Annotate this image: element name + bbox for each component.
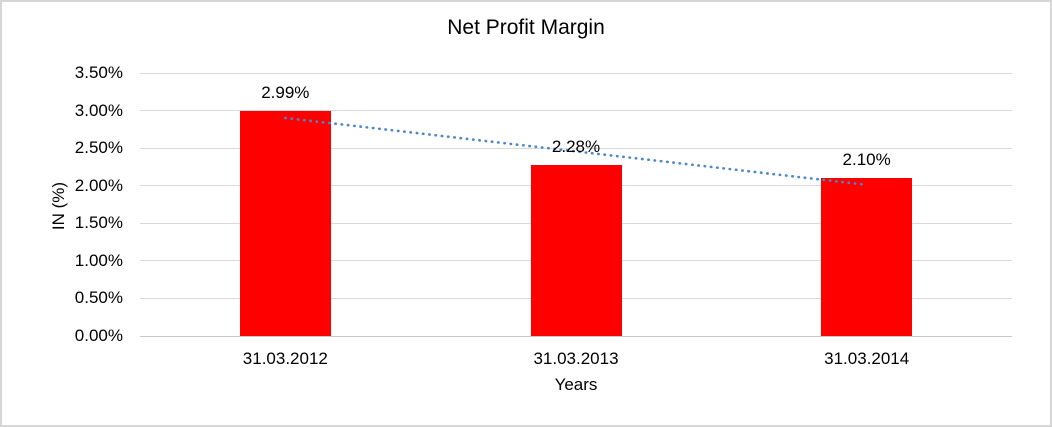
y-tick-label: 0.00% bbox=[74, 326, 123, 345]
plot-area bbox=[140, 72, 1012, 337]
bar-31.03.2014 bbox=[821, 178, 913, 336]
y-tick-label: 2.50% bbox=[74, 138, 123, 158]
bar-31.03.2012 bbox=[239, 111, 331, 336]
y-tick-label: 1.50% bbox=[74, 213, 123, 233]
data-label: 2.10% bbox=[842, 150, 891, 170]
data-label: 2.28% bbox=[551, 136, 601, 156]
chart-title: Net Profit Margin bbox=[447, 16, 605, 39]
y-tick-label: 3.50% bbox=[74, 63, 123, 82]
gridline bbox=[140, 335, 1012, 337]
bar-31.03.2013 bbox=[530, 164, 622, 336]
y-tick-label: 1.00% bbox=[74, 250, 123, 270]
y-tick-label: 2.00% bbox=[74, 175, 123, 195]
x-tick-label: 31.03.2013 bbox=[533, 349, 619, 368]
x-tick-label: 31.03.2014 bbox=[824, 349, 910, 368]
x-tick-label: 31.03.2012 bbox=[242, 349, 328, 368]
data-label: 2.99% bbox=[261, 83, 310, 103]
gridline bbox=[140, 72, 1012, 74]
gridline bbox=[140, 110, 1012, 112]
y-tick-label: 0.50% bbox=[74, 288, 123, 308]
y-tick-label: 3.00% bbox=[74, 100, 123, 120]
x-axis-title: Years bbox=[554, 375, 598, 394]
